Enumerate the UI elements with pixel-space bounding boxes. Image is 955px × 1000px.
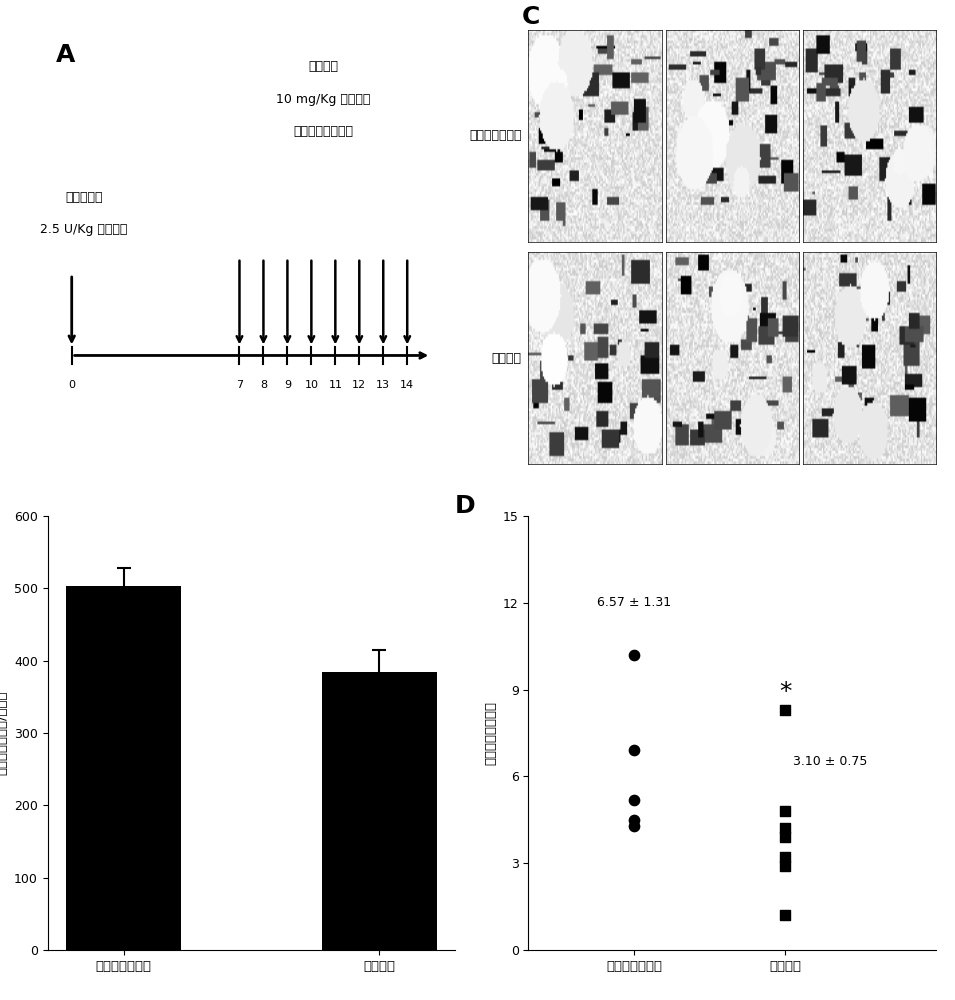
- Text: 8: 8: [260, 380, 267, 390]
- Text: 13: 13: [376, 380, 391, 390]
- Text: 12: 12: [352, 380, 367, 390]
- Point: [626, 812, 642, 828]
- Point: [777, 849, 793, 865]
- Point: [777, 858, 793, 874]
- Text: 10: 10: [305, 380, 318, 390]
- Text: 7: 7: [236, 380, 243, 390]
- Text: *: *: [779, 680, 791, 704]
- Point: [626, 818, 642, 834]
- Text: A: A: [56, 43, 75, 67]
- Y-axis label: 羟脯氨酸（微克/右肺）: 羟脯氨酸（微克/右肺）: [0, 691, 9, 775]
- Text: 14: 14: [400, 380, 414, 390]
- Text: 10 mg/Kg 新橙皮苷: 10 mg/Kg 新橙皮苷: [276, 93, 371, 106]
- Text: 0: 0: [68, 380, 75, 390]
- Bar: [322, 672, 436, 950]
- Y-axis label: 纤维化（百分比）: 纤维化（百分比）: [484, 701, 498, 765]
- Text: 腹腔注射: 腹腔注射: [308, 60, 338, 73]
- Point: [626, 792, 642, 808]
- Text: 6.57 ± 1.31: 6.57 ± 1.31: [597, 596, 671, 609]
- Text: 或羧甲基纤维素钠: 或羧甲基纤维素钠: [293, 125, 353, 138]
- Text: 3.10 ± 0.75: 3.10 ± 0.75: [793, 755, 867, 768]
- Text: 2.5 U/Kg 博莱霉素: 2.5 U/Kg 博莱霉素: [40, 223, 127, 236]
- Point: [777, 820, 793, 836]
- Point: [626, 647, 642, 663]
- Y-axis label: 羧甲基纤维素钠: 羧甲基纤维素钠: [469, 129, 521, 142]
- Point: [626, 742, 642, 758]
- Text: 气管内注射: 气管内注射: [65, 191, 102, 204]
- Point: [777, 907, 793, 923]
- Bar: [66, 586, 181, 950]
- Point: [777, 829, 793, 845]
- Text: D: D: [456, 494, 476, 518]
- Text: 11: 11: [329, 380, 342, 390]
- Text: 9: 9: [284, 380, 291, 390]
- Text: C: C: [521, 5, 541, 29]
- Y-axis label: 新橙皮苷: 新橙皮苷: [492, 352, 521, 365]
- Point: [777, 702, 793, 718]
- Point: [777, 803, 793, 819]
